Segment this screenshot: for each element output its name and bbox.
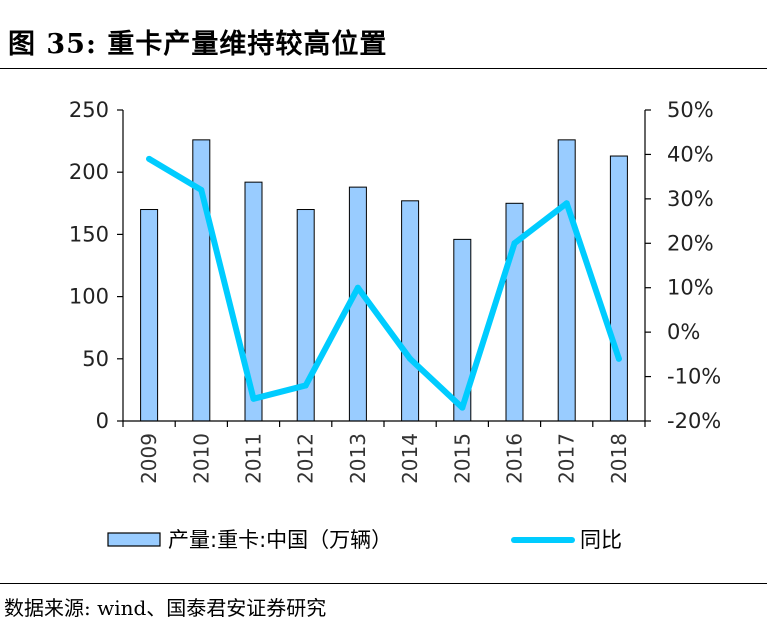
legend: 产量:重卡:中国（万辆） 同比 bbox=[107, 528, 622, 552]
y-tick-label-right: 40% bbox=[667, 142, 714, 166]
y-tick-label-left: 150 bbox=[69, 222, 109, 246]
y-tick-label-left: 50 bbox=[82, 347, 109, 371]
x-tick-label-2014: 2014 bbox=[398, 433, 422, 484]
legend-swatch-bar bbox=[107, 532, 161, 547]
x-tick-label-2010: 2010 bbox=[189, 433, 213, 484]
x-tick-label-2016: 2016 bbox=[503, 433, 527, 484]
line-series bbox=[146, 155, 622, 411]
yoy-point-2015 bbox=[459, 404, 466, 411]
yoy-point-2014 bbox=[407, 355, 414, 362]
figure-title: 图 35: 重卡产量维持较高位置 bbox=[8, 29, 388, 60]
bar-2009 bbox=[140, 209, 159, 422]
legend-label-line: 同比 bbox=[580, 528, 622, 552]
yoy-point-2018 bbox=[615, 355, 622, 362]
yoy-point-2016 bbox=[511, 240, 518, 247]
yoy-point-2010 bbox=[198, 186, 205, 193]
yoy-point-2012 bbox=[302, 382, 309, 389]
y-tick-label-right: 10% bbox=[667, 276, 714, 300]
bar-series bbox=[140, 139, 628, 422]
bottom-rule bbox=[0, 583, 767, 584]
y-tick-label-right: 30% bbox=[667, 187, 714, 211]
y-tick-label-left: 0 bbox=[96, 409, 109, 433]
y-tick-label-right: 0% bbox=[667, 320, 700, 344]
legend-label-bar: 产量:重卡:中国（万辆） bbox=[168, 528, 392, 552]
x-tick-label-2012: 2012 bbox=[294, 433, 318, 484]
y-tick-label-right: 20% bbox=[667, 231, 714, 255]
x-tick-label-2011: 2011 bbox=[242, 433, 266, 484]
y-tick-label-left: 100 bbox=[69, 285, 109, 309]
x-tick-label-2017: 2017 bbox=[555, 433, 579, 484]
y-tick-label-left: 200 bbox=[69, 160, 109, 184]
y-tick-label-right: -20% bbox=[667, 409, 721, 433]
axes: 0 50 100 150 200 250 -20% -10% 0% 10% 20% 30% 40% 50%… bbox=[69, 98, 721, 484]
x-tick-label-2009: 2009 bbox=[137, 433, 161, 484]
yoy-point-2013 bbox=[354, 284, 361, 291]
y-tick-label-right: -10% bbox=[667, 365, 721, 389]
bar-2017 bbox=[557, 139, 576, 422]
yoy-point-2009 bbox=[146, 155, 153, 162]
top-rule bbox=[0, 68, 767, 69]
bar-2018 bbox=[609, 155, 628, 422]
combo-chart: 0 50 100 150 200 250 -20% -10% 0% 10% 20% 30% 40% 50%… bbox=[69, 98, 721, 552]
x-tick-label-2013: 2013 bbox=[346, 433, 370, 484]
yoy-line bbox=[146, 155, 622, 411]
bar-2010 bbox=[192, 139, 211, 422]
y-tick-label-left: 250 bbox=[69, 98, 109, 122]
yoy-point-2017 bbox=[563, 200, 570, 207]
x-tick-label-2015: 2015 bbox=[450, 433, 474, 484]
bar-2014 bbox=[401, 200, 420, 422]
y-tick-label-right: 50% bbox=[667, 98, 714, 122]
yoy-point-2011 bbox=[250, 395, 257, 402]
source-note: 数据来源: wind、国泰君安证券研究 bbox=[4, 596, 327, 620]
x-tick-label-2018: 2018 bbox=[607, 433, 631, 484]
